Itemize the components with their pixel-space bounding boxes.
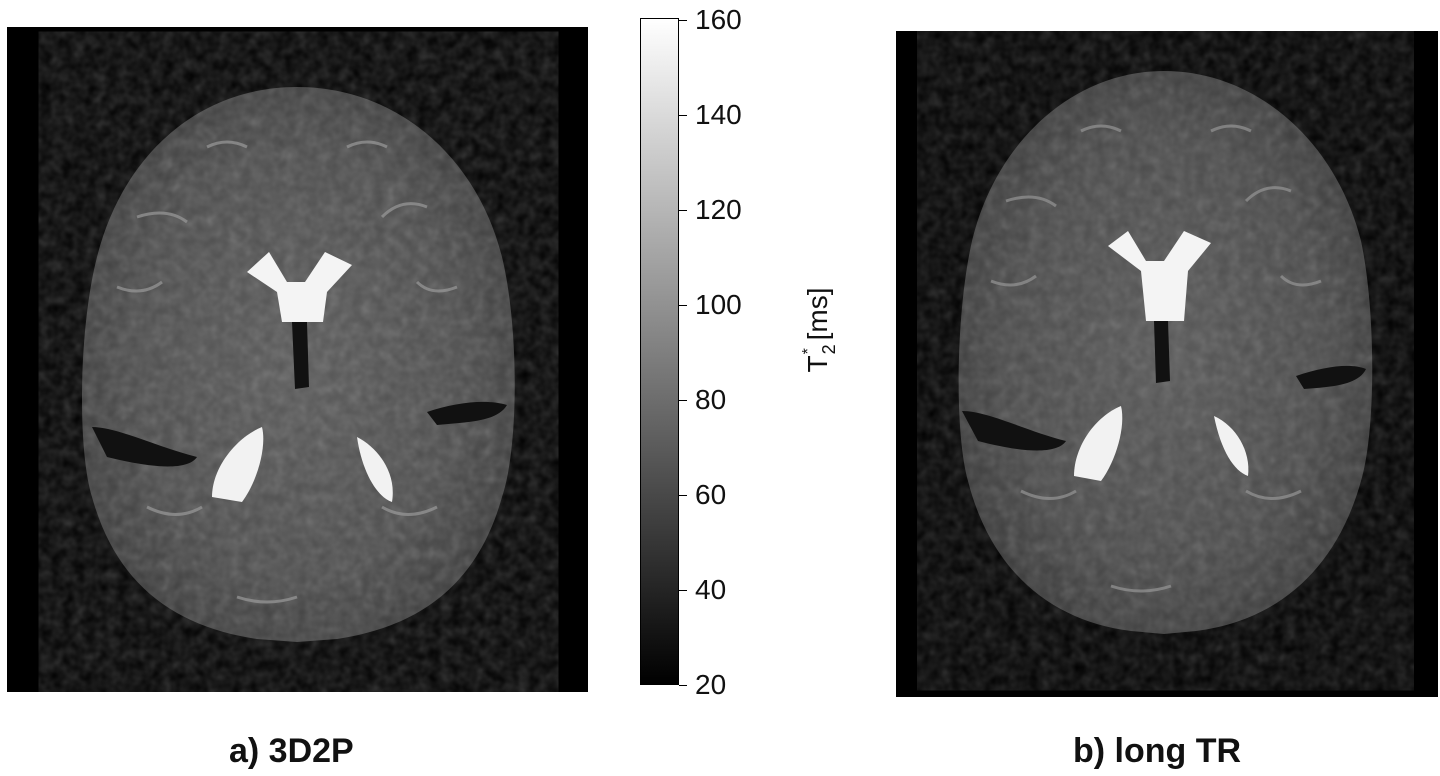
colorbar-tick-label: 120 bbox=[695, 194, 742, 225]
lateral-ventricle-front-b bbox=[1108, 231, 1211, 321]
colorbar-tick-label: 40 bbox=[695, 574, 727, 605]
colorbar-tick-label: 100 bbox=[695, 289, 742, 320]
brain-slice-image-a bbox=[81, 87, 515, 642]
colorbar-tick bbox=[679, 495, 687, 496]
colorbar-tick-label: 60 bbox=[695, 479, 727, 510]
colorbar-tick bbox=[679, 590, 687, 591]
colorbar-tick-label: 20 bbox=[695, 669, 727, 700]
ventricle-horn-left-b bbox=[1074, 406, 1123, 481]
caption-long-tr: b) long TR bbox=[1073, 732, 1242, 770]
colorbar-tick-label: 80 bbox=[695, 384, 727, 415]
colorbar-tick bbox=[679, 20, 687, 21]
ventricle-horn-right-a bbox=[357, 437, 393, 502]
colorbar-tick-label: 140 bbox=[695, 99, 742, 130]
colorbar-tick bbox=[679, 305, 687, 306]
colorbar bbox=[640, 18, 679, 685]
caption-3d2p: a) 3D2P bbox=[229, 732, 354, 770]
ventricle-horn-left-a bbox=[212, 427, 264, 502]
colorbar-tick bbox=[679, 210, 687, 211]
brain-map-3d2p bbox=[7, 27, 588, 692]
brain-slice-image-b bbox=[958, 71, 1373, 634]
lateral-ventricle-front-a bbox=[247, 252, 352, 322]
colorbar-tick bbox=[679, 685, 687, 686]
colorbar-tick-label: 160 bbox=[695, 4, 742, 35]
colorbar-tick bbox=[679, 115, 687, 116]
brain-map-long-tr bbox=[896, 31, 1438, 697]
ventricle-horn-right-b bbox=[1214, 416, 1249, 476]
colorbar-tick bbox=[679, 400, 687, 401]
